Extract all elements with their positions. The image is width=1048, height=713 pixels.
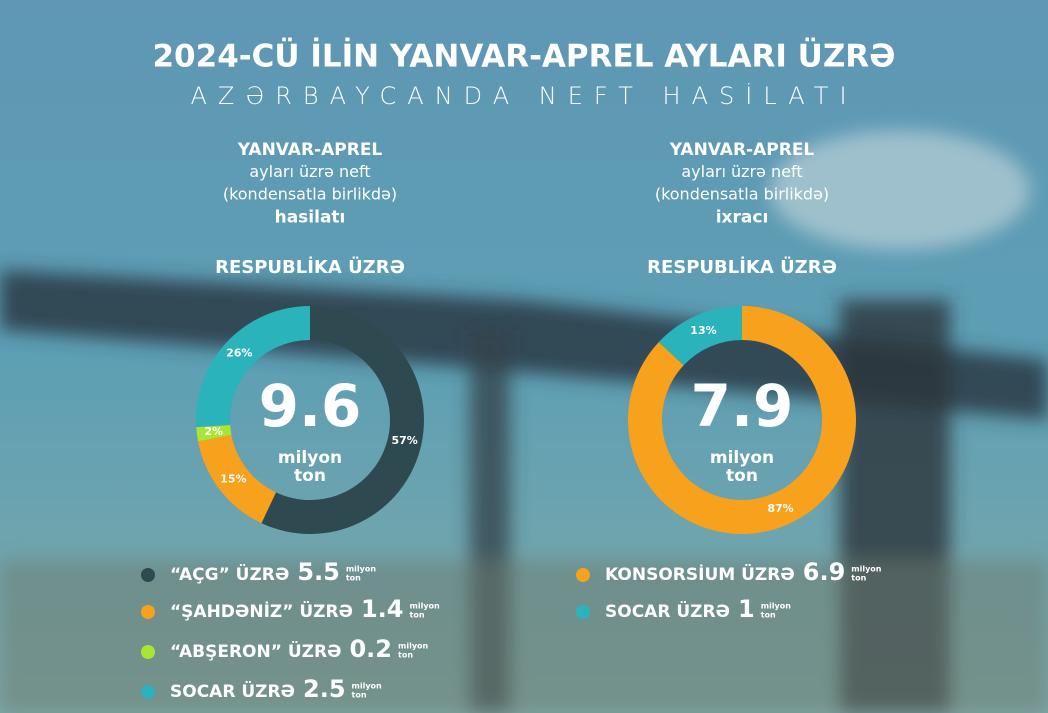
legend-unit: ton (410, 611, 425, 620)
legend-label: SOCAR ÜZRƏ (605, 600, 730, 622)
legend-unit: milyon (398, 642, 429, 651)
heading-line: YANVAR-APREL (237, 140, 383, 160)
legend-dot (576, 605, 590, 619)
legend-unit: milyon (346, 565, 377, 574)
legend-amount: 0.2 (349, 635, 392, 663)
legend-label: “ŞAHDƏNİZ” ÜZRƏ (170, 600, 353, 622)
legend-label: “ABŞERON” ÜZRƏ (170, 640, 341, 662)
total-unit: ton (294, 466, 326, 486)
infographic: 2024-CÜ İLİN YANVAR-APREL AYLARI ÜZRƏ AZ… (0, 0, 1048, 713)
legend-unit: milyon (410, 602, 441, 611)
legend-dot (576, 568, 590, 582)
total-unit: milyon (710, 448, 774, 468)
legend-unit: ton (761, 611, 776, 620)
heading-line: YANVAR-APREL (669, 140, 815, 160)
legend-dot (141, 568, 155, 582)
legend-unit: milyon (851, 565, 882, 574)
legend-amount: 5.5 (297, 558, 340, 586)
legend-dot (141, 605, 155, 619)
percent-label: 57% (391, 434, 417, 447)
legend-label: “AÇG” ÜZRƏ (170, 563, 289, 585)
heading-line: ixracı (716, 208, 769, 228)
legend-amount: 1.4 (361, 595, 404, 623)
legend-label: SOCAR ÜZRƏ (170, 680, 295, 702)
legend-dot (141, 685, 155, 699)
percent-label: 13% (690, 324, 716, 337)
total-unit: ton (726, 466, 758, 486)
legend-dot (141, 645, 155, 659)
legend-unit: ton (352, 691, 367, 700)
percent-label: 2% (204, 425, 223, 438)
legend-amount: 6.9 (803, 558, 846, 586)
percent-label: 87% (767, 502, 793, 515)
title: 2024-CÜ İLİN YANVAR-APREL AYLARI ÜZRƏ (152, 38, 895, 75)
heading-line: ayları üzrə neft (249, 162, 370, 181)
region-label: RESPUBLİKA ÜZRƏ (215, 256, 405, 278)
heading-line: hasilatı (275, 208, 346, 228)
heading-line: (kondensatla birlikdə) (223, 185, 397, 204)
legend-unit: ton (398, 651, 413, 660)
legend-label: KONSORSİUM ÜZRƏ (605, 563, 795, 585)
subtitle: AZƏRBAYCANDA NEFT HASİLATI (190, 82, 857, 110)
total-unit: milyon (278, 448, 342, 468)
total-value: 9.6 (259, 372, 362, 440)
percent-label: 15% (220, 472, 246, 485)
legend-amount: 1 (738, 595, 755, 623)
legend-unit: ton (346, 574, 361, 583)
heading-line: ayları üzrə neft (681, 162, 802, 181)
legend-amount: 2.5 (303, 675, 346, 703)
total-value: 7.9 (691, 372, 794, 440)
legend-unit: milyon (761, 602, 792, 611)
legend-unit: milyon (352, 682, 383, 691)
region-label: RESPUBLİKA ÜZRƏ (647, 256, 837, 278)
heading-line: (kondensatla birlikdə) (655, 185, 829, 204)
legend-unit: ton (851, 574, 866, 583)
percent-label: 26% (226, 347, 252, 360)
